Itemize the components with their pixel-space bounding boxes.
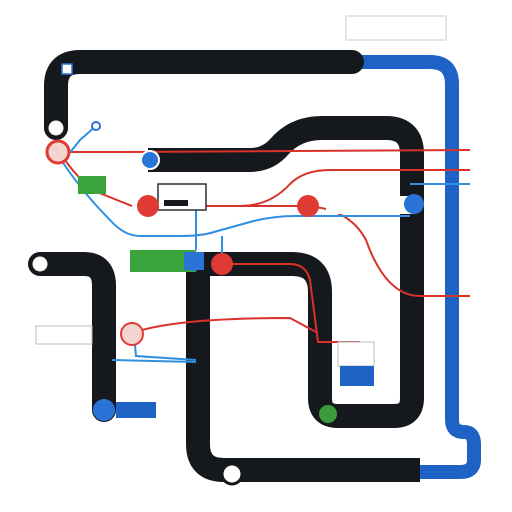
node-red-left[interactable]: [45, 139, 71, 165]
node-red-mid[interactable]: [137, 195, 159, 217]
node-blue-center-2[interactable]: [185, 253, 203, 271]
dark-left-route: [28, 252, 116, 422]
header-box: [345, 15, 447, 41]
node-hollow-bottom[interactable]: [220, 462, 244, 486]
node-hollow-left[interactable]: [29, 253, 51, 275]
node-red-right[interactable]: [297, 195, 319, 217]
square-node[interactable]: [61, 63, 73, 75]
green-box-left: [78, 176, 106, 194]
node-red-pale[interactable]: [120, 322, 144, 346]
node-hollow-top-left[interactable]: [45, 117, 67, 139]
node-green[interactable]: [317, 403, 339, 425]
node-blue-small[interactable]: [91, 121, 101, 131]
node-blue-right[interactable]: [404, 194, 424, 214]
node-red-center[interactable]: [211, 253, 233, 275]
node-blue-bottom[interactable]: [93, 399, 115, 421]
right-blue-label: [326, 196, 414, 214]
node-blue-center[interactable]: [140, 150, 160, 170]
dark-center-route: [148, 116, 424, 428]
nodes: [29, 63, 424, 486]
info-card-right: [337, 341, 375, 386]
blue-box-bottom-left: [116, 402, 156, 418]
left-label-box: [35, 325, 93, 345]
blue-outer-route: [343, 55, 481, 479]
mini-box: [157, 183, 207, 211]
